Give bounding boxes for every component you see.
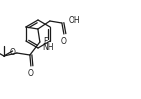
Text: OH: OH bbox=[69, 16, 81, 24]
Text: NH: NH bbox=[42, 43, 53, 52]
Text: F: F bbox=[43, 37, 47, 46]
Text: O: O bbox=[28, 69, 34, 78]
Text: O: O bbox=[10, 48, 16, 57]
Text: O: O bbox=[61, 37, 67, 46]
